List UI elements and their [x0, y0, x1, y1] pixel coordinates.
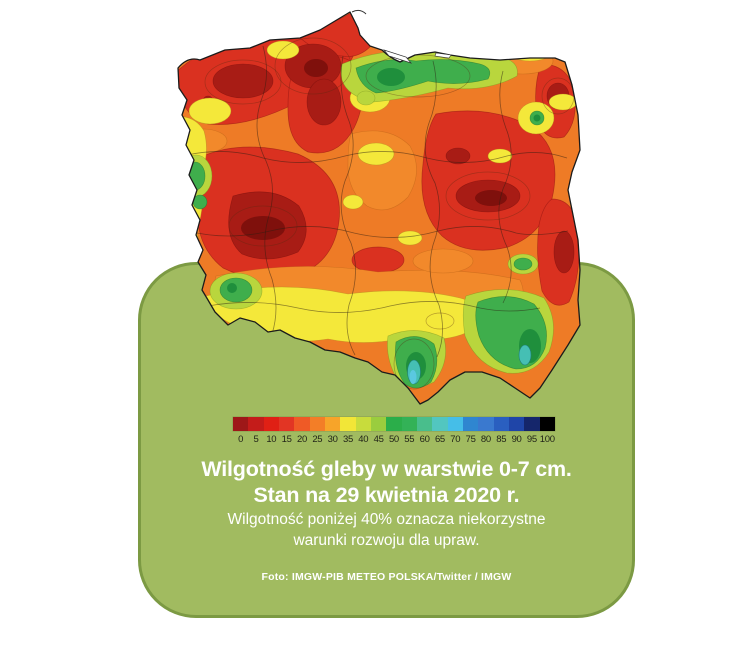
legend-color-swatch: [432, 417, 448, 431]
legend-color-swatch: [370, 417, 387, 431]
legend-tick-label: 55: [404, 434, 415, 445]
legend-tick-label: 15: [281, 434, 292, 445]
title-line-1: Wilgotność gleby w warstwie 0-7 cm.: [201, 457, 572, 481]
legend-tick-label: 10: [266, 434, 277, 445]
legend-tick-label: 95: [526, 434, 537, 445]
legend-color-swatch: [294, 417, 310, 431]
legend-colorbar: [233, 417, 555, 431]
legend-color-swatch: [447, 417, 463, 431]
legend-tick-row: 0 5 10 15 20 25 30 35 40 45 50 55 60 65 70 75 80 85 90 95 10…: [233, 434, 555, 446]
poland-outline: [177, 11, 581, 405]
legend-color-swatch: [324, 417, 341, 431]
legend-color-swatch: [524, 417, 540, 431]
legend-color-swatch: [309, 417, 325, 431]
legend-tick-label: 80: [480, 434, 491, 445]
legend-color-swatch: [493, 417, 509, 431]
legend-color-swatch: [355, 417, 371, 431]
legend-color-swatch: [416, 417, 433, 431]
title-line-2: Stan na 29 kwietnia 2020 r.: [253, 483, 520, 507]
subtitle-line-1: Wilgotność poniżej 40% oznacza niekorzys…: [227, 511, 546, 528]
legend-color-swatch: [401, 417, 417, 431]
poland-soil-moisture-map: [177, 9, 581, 405]
legend-color-swatch: [539, 417, 555, 431]
legend-tick-label: 0: [238, 434, 244, 445]
photo-credit: Foto: IMGW-PIB METEO POLSKA/Twitter / IM…: [261, 571, 512, 583]
legend-tick-label: 40: [358, 434, 369, 445]
legend-color-swatch: [478, 417, 494, 431]
legend-tick-label: 85: [496, 434, 507, 445]
hel-peninsula: [351, 9, 452, 64]
legend-tick-label: 65: [434, 434, 445, 445]
legend-color-swatch: [508, 417, 525, 431]
legend-tick-label: 45: [373, 434, 384, 445]
legend-tick-label: 75: [465, 434, 476, 445]
legend-tick-label: 90: [511, 434, 522, 445]
legend-tick-label: 20: [296, 434, 307, 445]
legend-tick-label: 25: [312, 434, 323, 445]
legend-color-swatch: [248, 417, 264, 431]
legend-tick-label: 100: [539, 434, 555, 445]
legend-color-swatch: [263, 417, 279, 431]
voivodeship-borders: [182, 45, 569, 358]
legend-color-swatch: [386, 417, 402, 431]
legend-color-swatch: [233, 417, 249, 431]
legend-tick-label: 35: [342, 434, 353, 445]
legend-color-swatch: [340, 417, 356, 431]
legend-tick-label: 70: [450, 434, 461, 445]
legend-color-swatch: [462, 417, 479, 431]
legend-tick-label: 60: [419, 434, 430, 445]
subtitle-line-2: warunki rozwoju dla upraw.: [293, 532, 480, 549]
legend-tick-label: 5: [253, 434, 259, 445]
moisture-contours: [178, 12, 580, 404]
legend-tick-label: 50: [388, 434, 399, 445]
legend-color-swatch: [278, 417, 295, 431]
legend-tick-label: 30: [327, 434, 338, 445]
